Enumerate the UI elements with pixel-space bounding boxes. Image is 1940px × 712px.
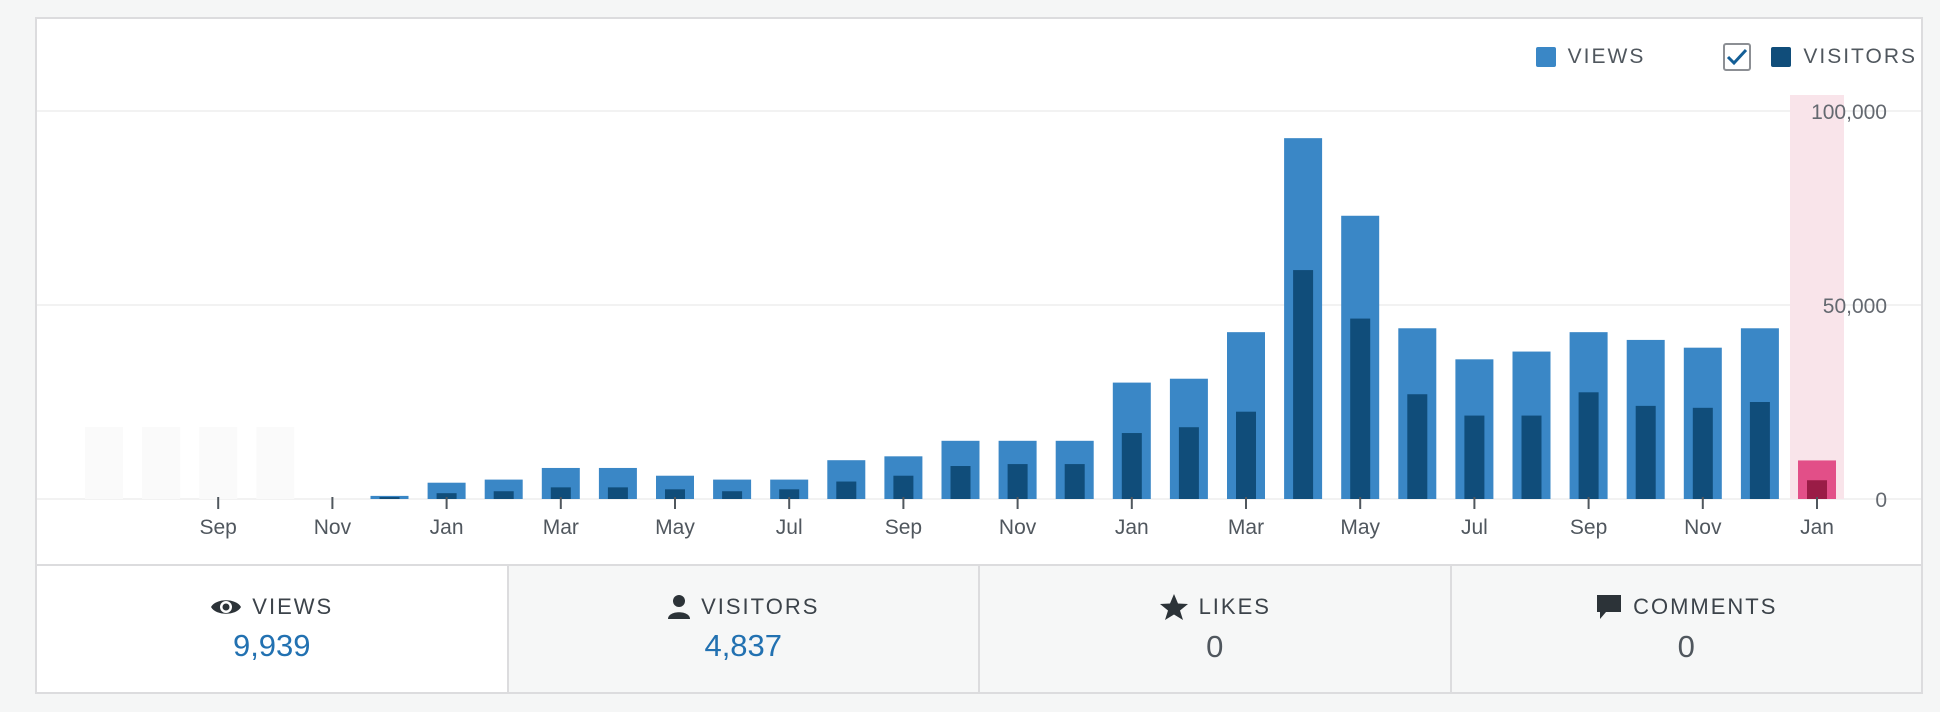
stat-value-likes: 0 xyxy=(1206,629,1224,664)
x-tick-label: Jul xyxy=(1461,516,1488,539)
y-tick-label: 50,000 xyxy=(1823,295,1887,318)
x-tick-label: Jan xyxy=(1115,516,1149,539)
legend-label-views: VIEWS xyxy=(1567,45,1646,68)
visitors-bar xyxy=(1064,464,1085,499)
eye-icon xyxy=(211,600,242,614)
legend-item-visitors[interactable]: VISITORS xyxy=(1723,43,1917,71)
chart-legend: VIEWS VISITORS xyxy=(1535,19,1921,95)
stat-label-views: VIEWS xyxy=(252,594,334,619)
visitors-checkbox[interactable] xyxy=(1723,43,1752,71)
person-icon xyxy=(668,595,691,619)
placeholder-bar xyxy=(256,427,295,499)
visitors-bar xyxy=(1407,394,1428,499)
visitors-bar xyxy=(379,497,400,499)
placeholder-bar xyxy=(85,427,123,499)
visitors-bar xyxy=(1521,415,1542,499)
x-tick-label: Mar xyxy=(543,516,579,539)
visitors-bar xyxy=(1293,270,1314,499)
visitors-bar xyxy=(1236,411,1256,499)
visitors-bar xyxy=(1749,402,1770,499)
y-tick-label: 100,000 xyxy=(1811,101,1887,124)
star-icon xyxy=(1159,594,1188,620)
x-tick-label: Nov xyxy=(1684,516,1722,539)
visitors-bar xyxy=(550,487,571,499)
x-tick-label: Nov xyxy=(999,516,1037,539)
x-tick-label: May xyxy=(655,516,695,539)
visitors-bar xyxy=(1578,392,1599,499)
visitors-bar xyxy=(893,475,914,499)
stat-tab-likes[interactable]: LIKES 0 xyxy=(978,566,1450,692)
x-tick-label: Jan xyxy=(1800,516,1834,539)
visitors-bar xyxy=(722,491,743,499)
x-tick-label: Jul xyxy=(776,516,803,539)
stats-chart-panel: Sep Nov Jan Mar May Jul Sep Nov Jan Mar May Jul Sep N… xyxy=(35,17,1923,694)
x-tick-label: Nov xyxy=(314,516,352,539)
visitors-bar xyxy=(665,489,685,499)
stat-label-comments: COMMENTS xyxy=(1633,594,1778,619)
placeholder-bar xyxy=(199,427,238,499)
stat-value-comments: 0 xyxy=(1677,629,1695,664)
visitors-bar xyxy=(493,491,514,499)
y-tick-label: 0 xyxy=(1875,489,1887,512)
stat-value-visitors: 4,837 xyxy=(704,628,783,663)
checkmark-icon xyxy=(1727,48,1748,66)
x-tick-label: Sep xyxy=(885,516,922,539)
visitors-bar xyxy=(779,489,800,499)
stat-label-visitors: VISITORS xyxy=(701,594,820,619)
visitors-bar xyxy=(950,466,971,499)
visitors-bar xyxy=(1121,433,1142,499)
stat-tab-visitors[interactable]: VISITORS 4,837 xyxy=(506,566,978,692)
stat-tab-comments[interactable]: COMMENTS 0 xyxy=(1449,566,1921,692)
highlight-band xyxy=(1790,95,1844,499)
views-swatch xyxy=(1535,47,1556,67)
visitors-bar xyxy=(1464,415,1485,499)
x-tick-label: Sep xyxy=(200,516,237,539)
stat-tab-views[interactable]: VIEWS 9,939 xyxy=(37,566,507,692)
visitors-bar xyxy=(1692,407,1713,499)
visitors-bar xyxy=(436,493,457,499)
visitors-bar xyxy=(836,481,857,499)
legend-label-visitors: VISITORS xyxy=(1803,45,1917,68)
bar-chart: Sep Nov Jan Mar May Jul Sep Nov Jan Mar May Jul Sep N… xyxy=(37,95,1921,539)
x-tick-label: May xyxy=(1340,516,1380,539)
stat-label-likes: LIKES xyxy=(1198,594,1271,619)
visitors-bar xyxy=(1635,405,1656,499)
comment-icon xyxy=(1597,595,1622,619)
stats-summary: VIEWS 9,939 VISITORS 4,837 LIKES 0 xyxy=(37,564,1921,692)
visitors-bar xyxy=(1350,318,1371,499)
x-tick-label: Mar xyxy=(1228,516,1264,539)
stat-value-views: 9,939 xyxy=(232,628,311,663)
visitors-bar xyxy=(1807,480,1827,499)
visitors-bar xyxy=(607,487,628,499)
x-tick-label: Jan xyxy=(430,516,464,539)
visitors-bar xyxy=(1178,427,1199,499)
placeholder-bar xyxy=(142,427,181,499)
x-tick-label: Sep xyxy=(1570,516,1607,539)
visitors-swatch xyxy=(1771,47,1792,67)
legend-item-views[interactable]: VIEWS xyxy=(1535,45,1646,69)
visitors-bar xyxy=(1007,464,1028,499)
